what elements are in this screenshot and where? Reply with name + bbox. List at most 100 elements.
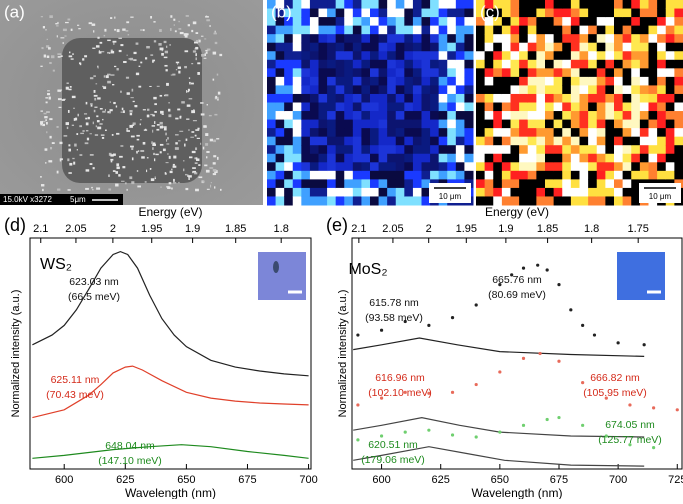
map-pixel <box>275 51 285 61</box>
map-pixel <box>447 59 457 69</box>
map-pixel <box>412 136 422 146</box>
map-pixel <box>562 85 572 95</box>
data-point <box>652 406 656 410</box>
sem-particle <box>208 114 212 117</box>
map-pixel <box>301 119 311 129</box>
map-pixel <box>519 170 529 180</box>
x-tick-label: 625 <box>432 474 450 486</box>
x2-tick-label: 1.85 <box>225 223 246 235</box>
map-pixel <box>657 51 667 61</box>
map-pixel <box>464 119 474 129</box>
map-pixel <box>484 42 494 52</box>
map-pixel <box>562 162 572 172</box>
sem-particle <box>165 69 168 72</box>
map-pixel <box>588 59 598 69</box>
map-pixel <box>404 170 414 180</box>
map-pixel <box>527 59 537 69</box>
map-pixel <box>476 128 486 138</box>
map-pixel <box>404 93 414 103</box>
map-pixel <box>352 17 362 27</box>
map-pixel <box>562 136 572 146</box>
map-pixel <box>455 25 465 35</box>
map-pixel <box>553 93 563 103</box>
map-pixel <box>395 170 405 180</box>
map-pixel <box>284 68 294 78</box>
sem-particle <box>126 21 130 24</box>
map-pixel <box>370 136 380 146</box>
map-pixel <box>536 162 546 172</box>
map-pixel <box>378 93 388 103</box>
map-pixel <box>344 196 354 206</box>
map-pixel <box>519 8 529 18</box>
map-pixel <box>476 170 486 180</box>
sem-particle <box>175 61 180 64</box>
map-pixel <box>335 162 345 172</box>
map-pixel <box>519 93 529 103</box>
data-point <box>474 303 478 307</box>
map-pixel <box>510 25 520 35</box>
data-point <box>545 268 549 272</box>
sem-particle <box>45 162 47 164</box>
map-pixel <box>327 145 337 155</box>
sem-particle <box>190 136 194 138</box>
map-pixel <box>648 68 658 78</box>
map-pixel <box>292 119 302 129</box>
map-pixel <box>309 93 319 103</box>
map-pixel <box>412 111 422 121</box>
sem-particle <box>209 25 211 27</box>
sem-particle <box>181 101 185 104</box>
sem-particle <box>183 168 185 172</box>
map-pixel <box>344 136 354 146</box>
map-pixel <box>665 51 675 61</box>
sem-particle <box>200 35 204 37</box>
map-pixel <box>622 51 632 61</box>
map-pixel <box>484 93 494 103</box>
sem-particle <box>143 29 145 32</box>
map-pixel <box>579 196 589 206</box>
sem-particle <box>102 85 104 88</box>
data-point <box>642 343 646 347</box>
map-pixel <box>493 76 503 86</box>
sem-particle <box>173 18 176 21</box>
map-pixel <box>361 93 371 103</box>
map-pixel <box>292 102 302 112</box>
map-pixel <box>622 25 632 35</box>
map-pixel <box>284 196 294 206</box>
sem-particle <box>129 124 133 128</box>
sem-particle <box>60 89 63 91</box>
sem-particle <box>89 77 94 80</box>
map-pixel <box>579 76 589 86</box>
map-pixel <box>545 102 555 112</box>
sem-particle <box>163 40 167 44</box>
data-point <box>604 396 608 400</box>
map-pixel <box>421 59 431 69</box>
sem-particle <box>214 186 216 189</box>
map-pixel <box>344 76 354 86</box>
map-pixel <box>570 136 580 146</box>
map-pixel <box>352 119 362 129</box>
sem-particle <box>90 103 93 105</box>
sem-particle <box>110 160 113 163</box>
map-pixel <box>493 179 503 189</box>
map-pixel <box>588 119 598 129</box>
map-pixel <box>527 179 537 189</box>
map-pixel <box>301 25 311 35</box>
sem-particle <box>104 108 106 112</box>
map-pixel <box>335 111 345 121</box>
map-pixel <box>570 17 580 27</box>
peak-annotation: (70.43 meV) <box>46 389 104 401</box>
map-pixel <box>476 85 486 95</box>
map-pixel <box>501 128 511 138</box>
sem-particle <box>194 134 197 137</box>
sem-particle <box>96 120 100 123</box>
map-pixel <box>631 59 641 69</box>
map-pixel <box>335 42 345 52</box>
map-pixel <box>395 128 405 138</box>
map-pixel <box>614 153 624 163</box>
map-pixel <box>596 59 606 69</box>
sem-particle <box>74 143 77 147</box>
map-pixel <box>395 196 405 206</box>
map-pixel <box>596 119 606 129</box>
sem-particle <box>40 65 43 67</box>
map-pixel <box>545 59 555 69</box>
